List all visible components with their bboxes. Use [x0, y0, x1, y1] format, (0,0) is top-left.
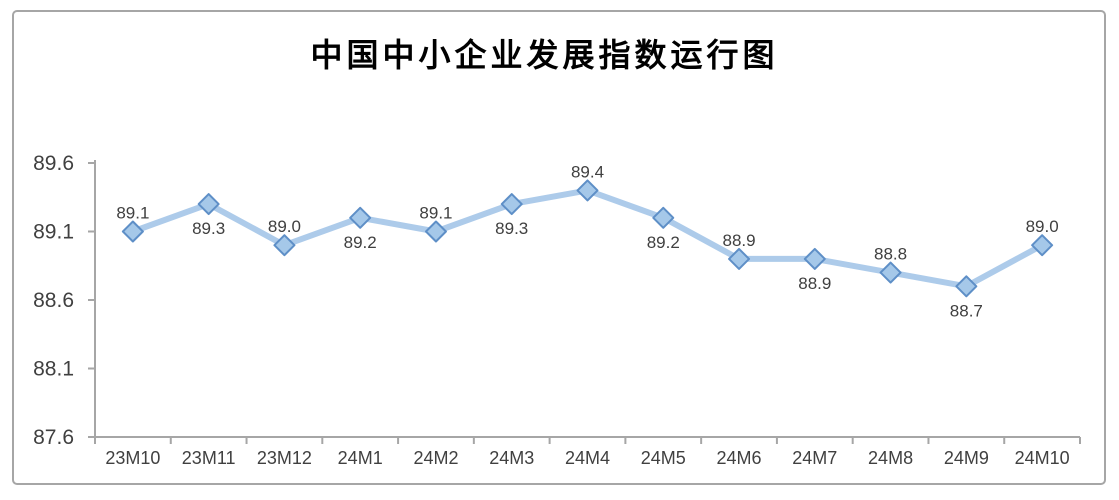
y-tick-label: 89.6 — [33, 152, 74, 175]
data-point-marker — [576, 179, 599, 202]
x-tick-label: 24M7 — [792, 448, 837, 468]
chart-frame — [12, 10, 1106, 485]
x-tick-label: 23M10 — [105, 448, 160, 468]
data-point-label: 88.9 — [798, 274, 831, 293]
x-tick-label: 24M3 — [489, 448, 534, 468]
data-point-label: 89.0 — [268, 217, 301, 236]
chart-title: 中国中小企业发展指数运行图 — [310, 37, 779, 73]
y-tick-label: 87.6 — [33, 426, 74, 449]
x-tick-label: 24M10 — [1015, 448, 1070, 468]
x-tick-label: 24M2 — [413, 448, 458, 468]
data-point-label: 89.1 — [419, 204, 452, 223]
data-point-label: 89.3 — [495, 219, 528, 238]
data-point-marker — [273, 234, 296, 257]
x-tick-label: 24M4 — [565, 448, 610, 468]
data-point-label: 89.3 — [192, 219, 225, 238]
data-point-label: 88.9 — [722, 231, 755, 250]
y-tick-label: 88.1 — [33, 358, 74, 381]
data-point-marker — [879, 261, 902, 284]
y-tick-label: 89.1 — [33, 221, 74, 244]
data-point-marker — [424, 220, 447, 243]
x-tick-label: 23M11 — [182, 448, 236, 468]
data-point-marker — [500, 193, 523, 216]
data-point-marker — [728, 247, 751, 270]
y-tick-label: 88.6 — [33, 289, 74, 312]
x-tick-label: 24M6 — [717, 448, 762, 468]
data-point-marker — [652, 206, 675, 229]
data-point-label: 88.7 — [950, 301, 983, 320]
x-tick-label: 24M8 — [868, 448, 913, 468]
x-tick-label: 24M9 — [944, 448, 989, 468]
data-point-marker — [1031, 234, 1054, 257]
data-point-label: 89.2 — [344, 233, 377, 252]
data-point-label: 89.4 — [571, 162, 604, 181]
data-point-label: 88.8 — [874, 245, 907, 264]
x-tick-label: 24M5 — [641, 448, 686, 468]
data-point-marker — [121, 220, 144, 243]
data-point-label: 89.1 — [116, 204, 149, 223]
x-tick-label: 23M12 — [257, 448, 312, 468]
data-point-marker — [955, 275, 978, 298]
series-line — [129, 187, 1046, 290]
data-point-label: 89.2 — [647, 233, 680, 252]
data-point-marker — [803, 247, 826, 270]
data-point-marker — [197, 193, 220, 216]
data-point-marker — [349, 206, 372, 229]
data-point-label: 89.0 — [1026, 217, 1059, 236]
x-tick-label: 24M1 — [338, 448, 383, 468]
